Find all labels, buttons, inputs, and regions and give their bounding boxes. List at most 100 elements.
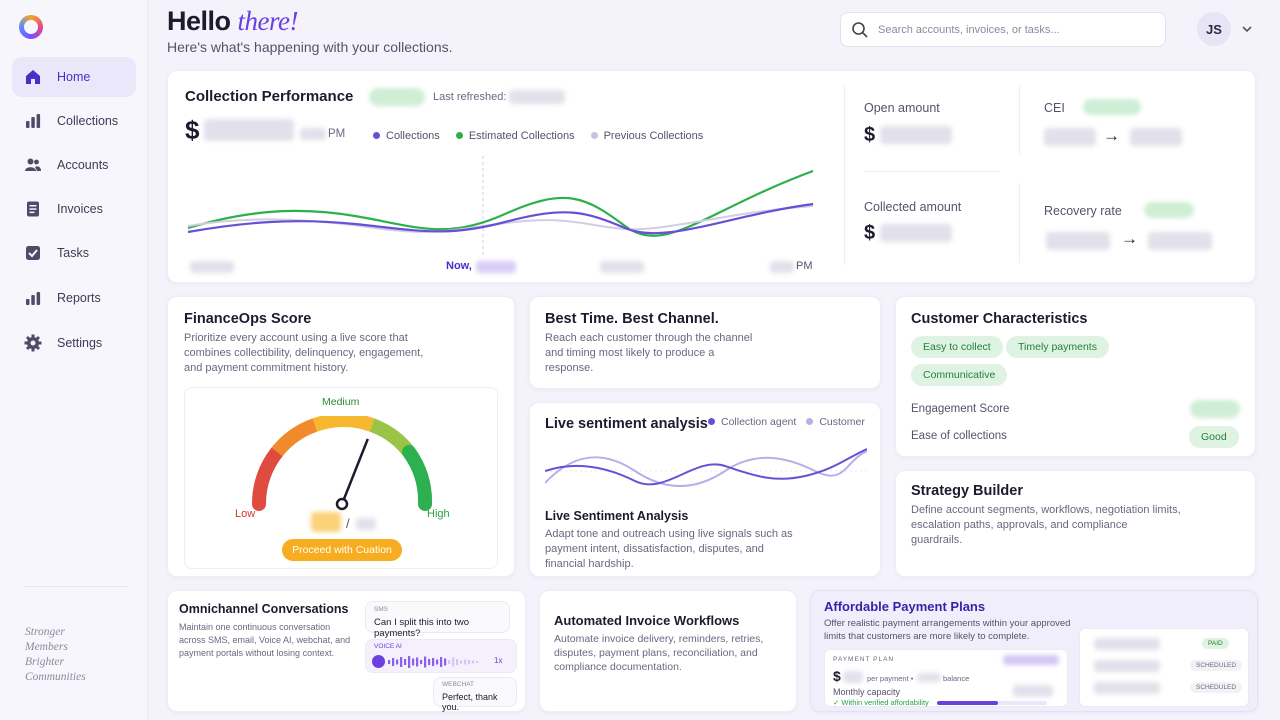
collected-amount-label: Collected amount xyxy=(864,200,962,214)
amount-time xyxy=(300,128,326,140)
sidebar-item-tasks[interactable]: Tasks xyxy=(12,233,136,273)
x-tick-label xyxy=(600,261,644,273)
proceed-caution-badge[interactable]: Proceed with Cuation xyxy=(282,539,402,561)
status-badge: PAID xyxy=(1202,638,1229,649)
sidebar-item-accounts[interactable]: Accounts xyxy=(12,145,136,185)
divider xyxy=(864,171,999,172)
verified-affordability-text: Within verified affordability xyxy=(841,698,929,707)
sidebar-item-settings[interactable]: Settings xyxy=(12,323,136,363)
divider xyxy=(1019,85,1020,155)
recovery-to-value xyxy=(1148,232,1212,250)
score-value xyxy=(311,512,341,532)
x-end-label: PM xyxy=(796,260,813,272)
waveform-bar xyxy=(404,659,407,665)
waveform-bar xyxy=(428,659,431,665)
strategy-desc: Define account segments, workflows, nego… xyxy=(911,504,1181,546)
arrow-right-icon: → xyxy=(1121,229,1138,248)
invoice-card: Automated Invoice Workflows Automate inv… xyxy=(539,590,797,712)
gauge-needle xyxy=(340,438,369,505)
legend-label: Customer xyxy=(819,416,865,428)
gauge-top-label: Medium xyxy=(322,396,360,408)
cei-badge xyxy=(1083,99,1141,115)
payment-plan-panel: PAYMENT PLAN $ per payment • balance Mon… xyxy=(824,649,1068,707)
cei-label: CEI xyxy=(1044,101,1065,115)
collections-line xyxy=(187,202,814,235)
waveform-bar xyxy=(388,660,391,664)
cei-from-value xyxy=(1044,128,1096,146)
recovery-rate-label: Recovery rate xyxy=(1044,204,1122,218)
play-icon[interactable] xyxy=(372,655,385,668)
engagement-score-value xyxy=(1190,400,1240,418)
waveform-bar xyxy=(392,658,395,666)
estimated-collections-line xyxy=(187,169,814,237)
tag-timely-payments: Timely payments xyxy=(1006,336,1109,358)
performance-card: Collection Performance Last refreshed: $… xyxy=(167,70,1256,283)
webchat-tag: WEBCHAT xyxy=(442,681,475,688)
logo[interactable] xyxy=(19,15,43,39)
legend-label: Previous Collections xyxy=(603,130,704,142)
legend-label: Collection agent xyxy=(721,416,797,428)
ease-value-badge: Good xyxy=(1189,426,1239,448)
amount-value xyxy=(204,119,294,141)
sidebar-item-label: Collections xyxy=(57,114,119,128)
now-label: Now, xyxy=(446,260,472,272)
search-icon xyxy=(852,21,868,38)
greeting-accent: there! xyxy=(237,6,299,36)
search-input[interactable] xyxy=(878,23,1158,36)
sidebar-item-label: Accounts xyxy=(57,158,109,172)
legend-label: Estimated Collections xyxy=(468,130,575,142)
sidebar-item-reports[interactable]: Reports xyxy=(12,278,136,318)
collected-amount-currency: $ xyxy=(864,222,876,244)
gauge-low-label: Low xyxy=(235,508,256,520)
sidebar: Home Collections Accounts Invoices Tasks… xyxy=(0,0,148,720)
voice-tag: VOICE AI xyxy=(374,643,402,650)
waveform-bar xyxy=(464,659,467,665)
waveform-bar xyxy=(408,656,411,668)
now-time xyxy=(476,261,516,273)
omnichannel-title: Omnichannel Conversations xyxy=(179,602,349,616)
waveform-bar xyxy=(400,657,403,667)
webchat-text: Perfect, thank you. xyxy=(442,692,498,712)
amount-suffix: PM xyxy=(328,128,346,140)
avatar[interactable]: JS xyxy=(1197,12,1231,46)
sidebar-item-label: Invoices xyxy=(57,202,103,216)
sentiment-desc: Adapt tone and outreach using live signa… xyxy=(545,528,793,570)
invoice-title: Automated Invoice Workflows xyxy=(554,613,740,628)
last-refreshed-label: Last refreshed: xyxy=(433,91,507,103)
sidebar-item-home[interactable]: Home xyxy=(12,57,136,97)
best-time-desc: Reach each customer through the channel … xyxy=(545,332,753,374)
waveform-bar xyxy=(444,658,447,666)
chevron-down-icon[interactable] xyxy=(1241,24,1253,34)
plan-label: PAYMENT PLAN xyxy=(833,656,895,663)
greeting: Hello xyxy=(167,6,231,36)
plan-currency: $ xyxy=(833,668,841,684)
performance-chart xyxy=(187,156,814,256)
playback-speed[interactable]: 1x xyxy=(494,656,503,665)
sidebar-item-invoices[interactable]: Invoices xyxy=(12,189,136,229)
document-icon xyxy=(24,200,42,218)
webchat-message: WEBCHAT Perfect, thank you. xyxy=(433,677,517,712)
financeops-card: FinanceOps Score Prioritize every accoun… xyxy=(167,296,515,577)
strategy-title[interactable]: Strategy Builder xyxy=(911,483,1023,499)
sms-message: SMS Can I split this into two payments? xyxy=(365,601,510,639)
sidebar-divider xyxy=(24,586,128,587)
engagement-score-label: Engagement Score xyxy=(911,403,1010,415)
arrow-right-icon: → xyxy=(1103,126,1120,145)
status-badge: SCHEDULED xyxy=(1190,682,1243,693)
home-icon xyxy=(24,68,42,86)
waveform-bar xyxy=(424,656,427,668)
payment-plans-card: Affordable Payment Plans Offer realistic… xyxy=(810,590,1258,712)
search-bar[interactable] xyxy=(840,12,1166,47)
legend-previous: Previous Collections xyxy=(590,130,704,142)
sidebar-item-collections[interactable]: Collections xyxy=(12,101,136,141)
financeops-desc: Prioritize every account using a live sc… xyxy=(184,332,424,374)
waveform-bar xyxy=(412,658,415,666)
schedule-list: PAID SCHEDULED SCHEDULED xyxy=(1079,628,1249,707)
schedule-date xyxy=(1094,682,1160,694)
divider xyxy=(1019,183,1020,263)
collected-amount-value xyxy=(880,224,952,242)
schedule-date xyxy=(1094,638,1160,650)
monthly-capacity-label: Monthly capacity xyxy=(833,687,901,697)
waveform-bar xyxy=(440,657,443,667)
affordability-bar xyxy=(937,701,1047,705)
